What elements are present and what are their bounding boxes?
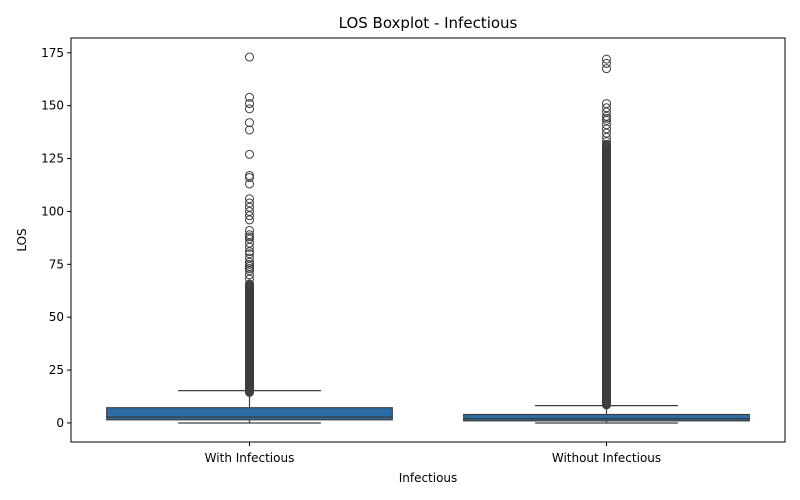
outlier-point (245, 194, 254, 204)
box-group (106, 52, 393, 424)
y-tick-label: 75 (49, 257, 64, 271)
outlier-point (602, 64, 611, 74)
outlier-point (245, 170, 254, 180)
outlier-point (245, 92, 254, 102)
y-axis: 0 25 50 75 100 125 150 175 (41, 46, 71, 430)
outlier-point (245, 173, 254, 183)
outlier-point (245, 104, 254, 114)
x-tick-label: Without Infectious (552, 451, 661, 465)
outlier-point (245, 99, 254, 109)
y-tick-label: 50 (49, 310, 64, 324)
outlier-point (245, 279, 254, 289)
outlier-point (245, 232, 254, 242)
chart-title: LOS Boxplot - Infectious (339, 14, 518, 32)
outlier-point (245, 149, 254, 159)
plot-frame (70, 37, 786, 443)
outlier-point (245, 225, 254, 235)
y-tick-label: 175 (41, 46, 64, 60)
box-group (463, 54, 750, 424)
outlier-point (245, 230, 254, 240)
outlier-point (602, 113, 611, 123)
outlier-point (245, 249, 254, 259)
outlier-point (245, 264, 254, 274)
y-tick-label: 100 (41, 204, 64, 218)
outlier-point (602, 139, 611, 149)
box-series (106, 52, 750, 424)
outlier-point (245, 125, 254, 135)
outlier-point (245, 259, 254, 269)
x-tick-label: With Infectious (205, 451, 295, 465)
outlier-point (245, 198, 254, 208)
x-axis: With Infectious Without Infectious (205, 442, 661, 465)
outlier-point (245, 253, 254, 263)
y-tick-label: 25 (49, 363, 64, 377)
y-tick-label: 150 (41, 99, 64, 113)
outlier-point (245, 52, 254, 62)
x-axis-label: Infectious (399, 471, 458, 485)
outlier-point (602, 103, 611, 113)
y-axis-label: LOS (15, 228, 29, 251)
outlier-point (602, 54, 611, 64)
iqr-box (463, 413, 750, 422)
outlier-point (602, 58, 611, 68)
y-tick-label: 125 (41, 152, 64, 166)
iqr-box (106, 407, 393, 421)
outlier-point (245, 118, 254, 128)
y-tick-label: 0 (56, 416, 64, 430)
outlier-point (602, 99, 611, 109)
